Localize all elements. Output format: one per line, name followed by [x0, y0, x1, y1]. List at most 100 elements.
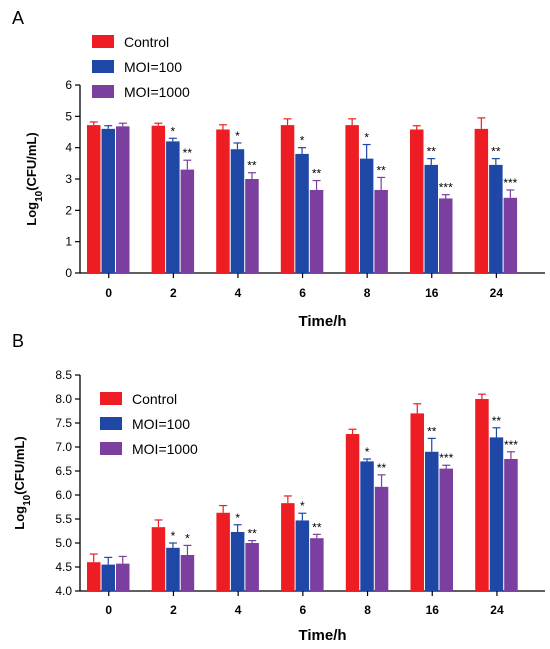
significance-label: ** [377, 461, 387, 475]
bar-moi-1000 [180, 169, 195, 273]
y-tick-label: 6.0 [55, 488, 72, 502]
x-tick-label: 8 [364, 286, 371, 300]
bar-moi-1000 [309, 189, 324, 273]
significance-label: ** [247, 527, 257, 541]
significance-label: * [171, 124, 176, 138]
significance-label: * [171, 529, 176, 543]
significance-label: ** [491, 145, 501, 159]
x-tick-label: 6 [299, 286, 306, 300]
bar-moi-1000 [504, 459, 518, 591]
bar-moi-100 [489, 437, 504, 591]
x-tick-label: 0 [105, 603, 112, 617]
bar-moi-1000 [116, 563, 130, 591]
bar-control [345, 125, 359, 274]
x-tick-label: 16 [425, 286, 439, 300]
legend-label: Control [124, 34, 169, 50]
bar-moi-1000 [245, 179, 259, 273]
significance-label: ** [247, 159, 257, 173]
bar-control [280, 125, 295, 274]
bar-moi-100 [230, 149, 245, 273]
significance-label: * [365, 445, 370, 459]
bar-moi-100 [360, 461, 374, 591]
significance-label: * [185, 531, 190, 545]
significance-label: ** [312, 167, 322, 181]
bar-control [474, 128, 489, 273]
legend-swatch [100, 417, 122, 430]
y-tick-label: 3 [65, 172, 72, 186]
bar-moi-100 [359, 158, 374, 273]
bar-moi-1000 [439, 198, 453, 273]
legend-label: MOI=1000 [132, 441, 198, 457]
significance-label: ** [312, 520, 322, 534]
bar-control [216, 129, 230, 273]
significance-label: * [364, 131, 369, 145]
legend: Control MOI=100 MOI=1000 [100, 391, 198, 457]
y-axis-title: Log10(CFU/mL) [12, 436, 33, 529]
y-tick-label: 7.5 [55, 416, 72, 430]
significance-label: * [300, 134, 305, 148]
panel-label: A [12, 8, 24, 28]
bar-moi-100 [424, 164, 438, 273]
bar-control [151, 125, 166, 273]
significance-label: *** [503, 176, 517, 190]
bar-moi-100 [489, 164, 503, 273]
x-tick-label: 2 [170, 603, 177, 617]
legend: Control MOI=100 MOI=1000 [92, 34, 190, 100]
y-axis-title: Log10(CFU/mL) [24, 132, 45, 225]
bar-moi-1000 [310, 538, 324, 591]
significance-label: ** [427, 145, 437, 159]
significance-label: * [235, 511, 240, 525]
chart-panel-b: B4.04.55.05.56.06.57.07.58.08.50 2* *4***6… [12, 331, 545, 644]
x-tick-label: 0 [105, 286, 112, 300]
legend-label: MOI=100 [132, 416, 190, 432]
significance-label: * [300, 499, 305, 513]
bar-control [87, 562, 101, 591]
bar-control [87, 125, 101, 274]
bar-moi-1000 [374, 189, 388, 273]
y-tick-label: 4.5 [55, 560, 72, 574]
y-tick-label: 5.0 [55, 536, 72, 550]
x-tick-label: 24 [490, 603, 504, 617]
bar-moi-100 [101, 128, 115, 273]
significance-label: ** [183, 146, 193, 160]
x-tick-label: 16 [426, 603, 440, 617]
bar-moi-100 [295, 153, 309, 273]
x-tick-label: 4 [235, 603, 242, 617]
bar-control [345, 434, 360, 591]
x-tick-label: 24 [490, 286, 504, 300]
y-tick-label: 0 [65, 266, 72, 280]
x-tick-label: 2 [170, 286, 177, 300]
y-tick-label: 6 [65, 78, 72, 92]
bar-moi-100 [425, 451, 439, 591]
bar-moi-1000 [439, 468, 453, 591]
x-tick-label: 4 [235, 286, 242, 300]
bar-moi-1000 [503, 197, 518, 273]
panel-label: B [12, 331, 24, 351]
bar-control [475, 399, 489, 591]
bar-control [410, 413, 424, 591]
legend-label: Control [132, 391, 177, 407]
y-tick-label: 4.0 [55, 584, 72, 598]
significance-label: *** [504, 438, 518, 452]
bar-moi-100 [166, 141, 180, 273]
bar-control [281, 503, 295, 591]
bar-control [151, 527, 166, 591]
x-axis-title: Time/h [298, 627, 346, 644]
x-tick-label: 8 [364, 603, 371, 617]
significance-label: *** [439, 181, 453, 195]
y-tick-label: 8.0 [55, 392, 72, 406]
legend-label: MOI=1000 [124, 84, 190, 100]
legend-swatch [100, 392, 122, 405]
x-axis-title: Time/h [298, 313, 346, 330]
x-tick-label: 6 [300, 603, 307, 617]
bar-control [216, 512, 230, 591]
y-tick-label: 7.0 [55, 440, 72, 454]
legend-swatch [100, 442, 122, 455]
y-tick-label: 1 [65, 235, 72, 249]
bar-moi-1000 [245, 543, 259, 591]
significance-label: ** [492, 414, 502, 428]
bar-moi-1000 [374, 486, 389, 591]
bar-moi-100 [101, 564, 115, 591]
